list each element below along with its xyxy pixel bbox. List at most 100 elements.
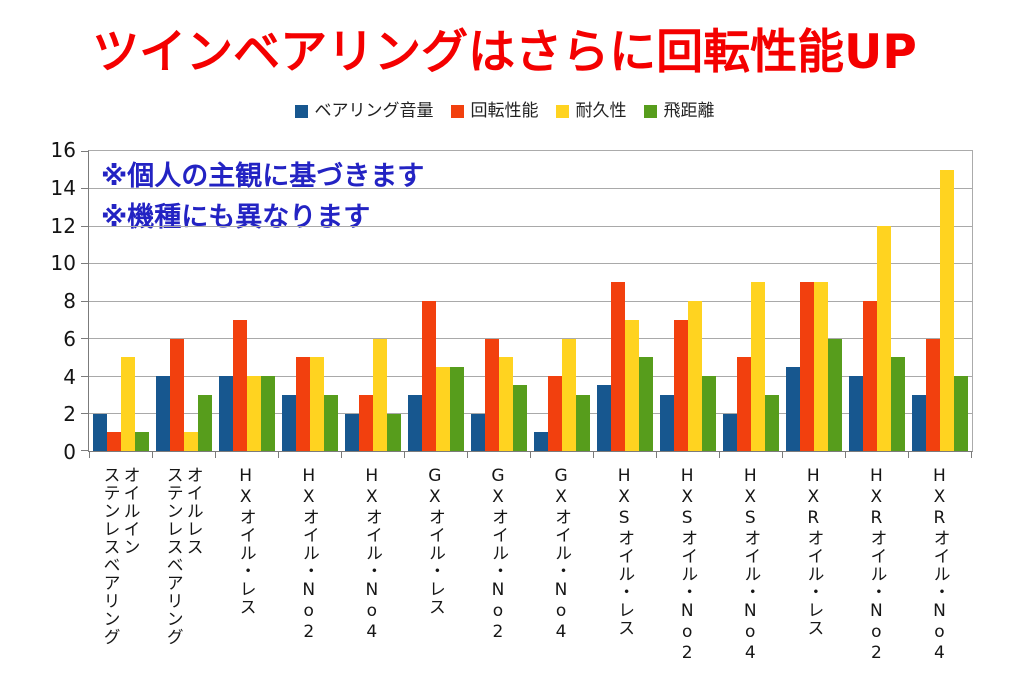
bar-series-2-cat-5 — [435, 366, 450, 451]
x-axis-label-text: GXオイル・No2 — [487, 466, 508, 643]
bar-series-1-cat-13 — [926, 338, 941, 451]
bar-series-1-cat-8 — [611, 282, 626, 451]
bar-series-3-cat-6 — [512, 385, 527, 451]
bar-series-0-cat-1 — [155, 376, 170, 451]
y-axis-label: 14 — [50, 175, 76, 200]
x-axis-label-3: HXオイル・No2 — [277, 466, 340, 643]
x-axis-tick — [593, 452, 595, 458]
x-axis-label-text: HXRオイル・No2 — [866, 466, 887, 664]
bar-series-3-cat-4 — [386, 413, 401, 451]
bar-group-10 — [720, 151, 783, 451]
bar-series-0-cat-0 — [92, 413, 107, 451]
plot-area: ※個人の主観に基づきます ※機種にも異なります — [81, 150, 973, 458]
legend-label: 飛距離 — [663, 101, 715, 121]
legend-label: 回転性能 — [470, 101, 539, 121]
x-axis-tick — [277, 452, 279, 458]
x-axis-tick — [151, 452, 153, 458]
annotation-line-1: ※個人の主観に基づきます — [101, 161, 425, 192]
x-axis-label-text: GXオイル・No4 — [551, 466, 572, 643]
x-axis-label-9: HXSオイル・No2 — [656, 466, 719, 664]
x-axis-label-text: GXオイル・レス — [424, 466, 445, 616]
bar-group-4 — [341, 151, 404, 451]
bar-series-2-cat-13 — [940, 169, 955, 451]
bar-group-13 — [909, 151, 972, 451]
legend-item-2: 耐久性 — [555, 102, 627, 120]
y-axis-tick — [81, 375, 88, 377]
bar-series-1-cat-2 — [232, 319, 247, 451]
bar-series-2-cat-2 — [246, 376, 261, 451]
bar-group-3 — [278, 151, 341, 451]
y-axis-tick — [81, 188, 88, 189]
x-axis-label-8: HXSオイル・レス — [593, 466, 656, 637]
x-axis-label-text: HXオイル・No4 — [361, 466, 382, 643]
y-axis-tick — [81, 300, 88, 302]
bar-group-12 — [846, 151, 909, 451]
x-axis-tick — [530, 452, 531, 458]
x-axis-label-7: GXオイル・No4 — [530, 466, 593, 643]
bar-series-3-cat-12 — [891, 357, 906, 451]
x-axis-label-0: オイルイン ステンレスベアリング — [88, 466, 151, 646]
bar-group-9 — [657, 151, 720, 451]
x-axis-label-13: HXRオイル・No4 — [908, 466, 971, 664]
gridline — [89, 263, 972, 264]
x-axis-label-4: HXオイル・No4 — [340, 466, 403, 643]
x-axis-tick — [908, 452, 910, 458]
bar-series-0-cat-10 — [723, 413, 738, 451]
x-axis-label-text: HXRオイル・レス — [803, 466, 824, 637]
x-axis-tick — [340, 452, 342, 458]
annotation-line-2: ※機種にも異なります — [101, 202, 371, 233]
x-axis-tick — [719, 452, 721, 458]
bar-series-0-cat-8 — [597, 385, 612, 451]
x-axis-label-5: GXオイル・レス — [403, 466, 466, 616]
bar-series-3-cat-7 — [576, 394, 591, 451]
x-axis-label-text: HXSオイル・No4 — [740, 466, 761, 664]
legend-item-1: 回転性能 — [450, 101, 539, 121]
bar-series-0-cat-9 — [660, 394, 675, 451]
bar-series-0-cat-2 — [218, 376, 233, 451]
gridline — [89, 300, 972, 302]
legend-item-0: ベアリング音量 — [294, 102, 434, 120]
bar-series-0-cat-4 — [344, 413, 359, 451]
chart-legend: ベアリング音量 回転性能 耐久性 飛距離 — [0, 99, 1009, 123]
bar-series-2-cat-11 — [814, 282, 829, 451]
bar-series-1-cat-7 — [548, 376, 563, 451]
bar-series-3-cat-9 — [702, 376, 717, 451]
bar-series-2-cat-3 — [309, 357, 324, 451]
y-axis-tick — [81, 338, 88, 339]
bar-series-0-cat-12 — [849, 376, 864, 451]
legend-swatch-icon — [294, 104, 308, 118]
legend-swatch-icon — [450, 104, 464, 118]
bar-series-1-cat-4 — [358, 394, 373, 451]
x-axis-label-text: HXオイル・No2 — [298, 466, 319, 643]
x-axis-label-text: HXSオイル・レス — [614, 466, 635, 637]
x-axis-label-text: オイルイン ステンレスベアリング — [99, 466, 140, 646]
bar-series-1-cat-3 — [295, 357, 310, 451]
bar-group-6 — [467, 151, 530, 451]
bar-series-0-cat-13 — [912, 394, 927, 451]
y-axis-tick — [81, 151, 88, 152]
bar-series-2-cat-4 — [372, 338, 387, 451]
x-axis-label-1: オイルレス ステンレスベアリング — [151, 466, 214, 646]
legend-swatch-icon — [555, 104, 569, 118]
annotation-note: ※個人の主観に基づきます ※機種にも異なります — [101, 156, 424, 238]
y-axis-tick — [81, 225, 88, 227]
bar-series-1-cat-9 — [674, 319, 689, 451]
bar-group-7 — [531, 151, 594, 451]
y-axis-label: 0 — [63, 440, 76, 464]
gridline — [89, 375, 972, 377]
bar-group-11 — [783, 151, 846, 451]
bar-series-1-cat-0 — [106, 432, 121, 451]
legend-item-3: 飛距離 — [643, 101, 715, 121]
bar-series-3-cat-1 — [197, 394, 212, 451]
x-axis-label-10: HXSオイル・No4 — [719, 466, 782, 664]
y-axis-tick — [81, 413, 88, 414]
chart-title: ツインベアリングはさらに回転性能UP — [92, 25, 917, 80]
y-axis-label: 2 — [63, 402, 76, 427]
x-axis-tick — [403, 452, 405, 458]
gridline — [89, 338, 972, 339]
bar-series-2-cat-10 — [751, 282, 766, 451]
bar-series-0-cat-5 — [407, 394, 422, 451]
y-axis-label: 4 — [63, 364, 76, 389]
x-axis-tick — [782, 452, 784, 458]
bar-series-1-cat-10 — [737, 357, 752, 451]
